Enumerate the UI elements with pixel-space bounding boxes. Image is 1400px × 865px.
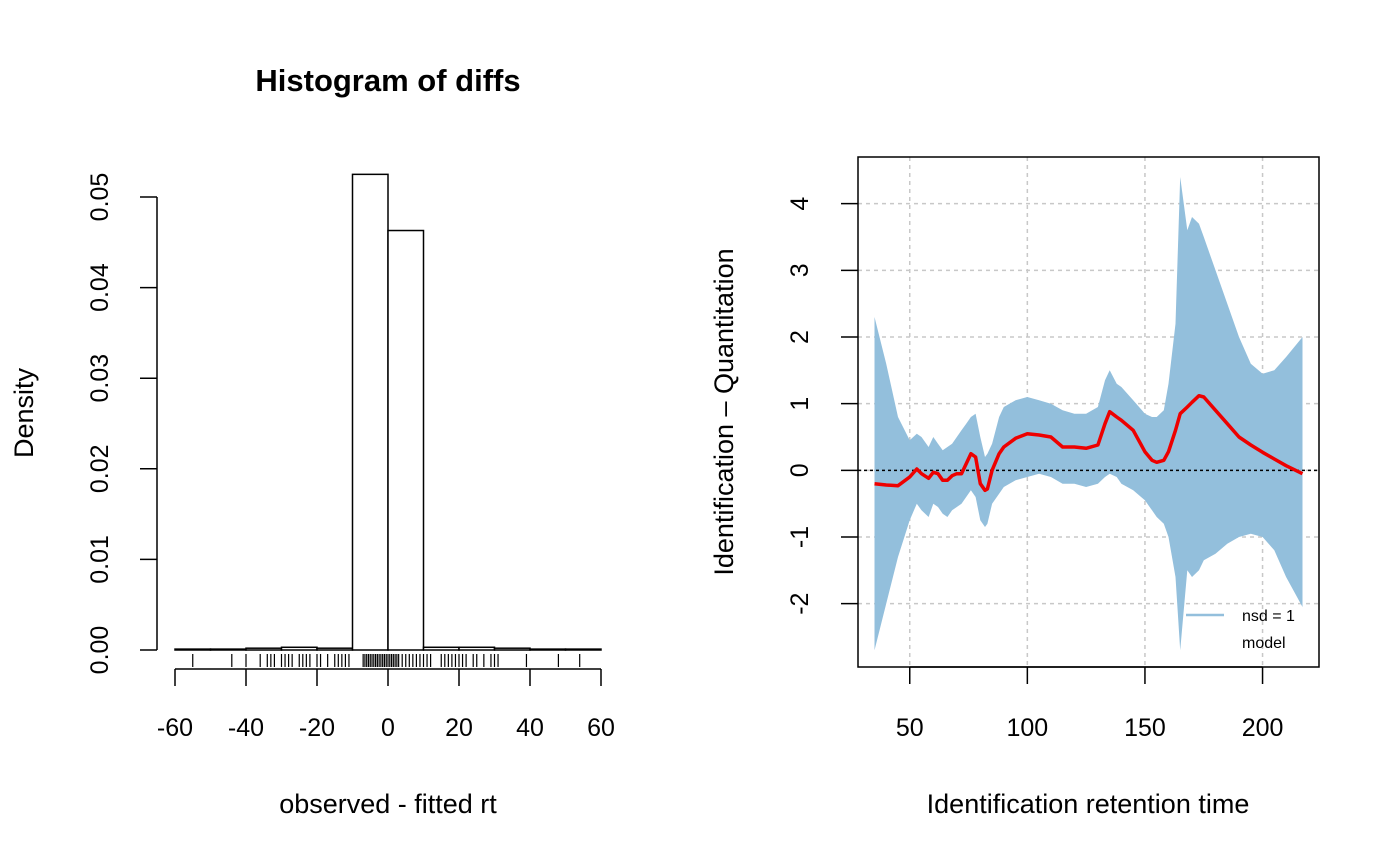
histogram-bar-4 xyxy=(316,647,354,651)
histogram-y-tick-label: 0.00 xyxy=(86,626,114,675)
histogram-bar-2 xyxy=(245,647,283,651)
rt-y-label: Identification – Quantitation xyxy=(709,248,739,575)
histogram-bar-11 xyxy=(564,648,602,651)
histogram-bar-0 xyxy=(174,648,212,651)
model-line xyxy=(874,393,1304,493)
histogram-x-tick-label: -40 xyxy=(228,714,264,742)
rt-x-axis: 50 100 150 200 xyxy=(896,666,1284,742)
histogram-bar-9 xyxy=(493,647,531,651)
rt-x-tick-label: 50 xyxy=(896,714,924,742)
histogram-bar-7 xyxy=(422,646,460,651)
histogram-y-tick-label: 0.04 xyxy=(86,263,114,312)
rt-y-tick-label: -1 xyxy=(786,526,814,548)
rt-legend: nsd = 1 model xyxy=(1186,608,1295,652)
histogram-rug xyxy=(192,654,581,667)
histogram-title: Histogram of diffs xyxy=(255,63,520,98)
histogram-x-tick-label: 20 xyxy=(445,714,473,742)
histogram-y-label: Density xyxy=(9,367,39,458)
rt-y-tick-label: -2 xyxy=(786,593,814,615)
rt-x-tick-label: 100 xyxy=(1006,714,1048,742)
histogram-bar-3 xyxy=(280,646,318,651)
rt-y-tick-label: 1 xyxy=(786,397,814,411)
rt-x-tick-label: 150 xyxy=(1124,714,1166,742)
rt-y-tick-label: 2 xyxy=(786,330,814,344)
retention-model-panel: 50 100 150 200 -2 -1 0 1 2 3 4 nsd = 1 model Iden… xyxy=(709,156,1320,819)
histogram-bar-1 xyxy=(209,648,247,651)
histogram-x-tick-label: 60 xyxy=(587,714,615,742)
histogram-y-tick-label: 0.03 xyxy=(86,354,114,403)
histogram-x-tick-label: -60 xyxy=(157,714,193,742)
histogram-y-tick-label: 0.05 xyxy=(86,173,114,222)
rt-y-axis: -2 -1 0 1 2 3 4 xyxy=(786,197,858,615)
rt-x-label: Identification retention time xyxy=(927,789,1250,819)
histogram-x-label: observed - fitted rt xyxy=(279,789,497,819)
histogram-y-tick-label: 0.02 xyxy=(86,444,114,493)
rt-y-tick-label: 0 xyxy=(786,463,814,477)
rt-y-tick-label: 3 xyxy=(786,263,814,277)
histogram-bar-10 xyxy=(529,648,567,651)
rt-x-tick-label: 200 xyxy=(1242,714,1284,742)
legend-nsd-label: nsd = 1 xyxy=(1242,608,1295,625)
histogram-panel: Histogram of diffs -60 -40 -20 0 20 40 60 0.00… xyxy=(9,63,615,819)
histogram-bar-5 xyxy=(351,173,389,651)
histogram-y-axis: 0.00 0.01 0.02 0.03 0.04 0.05 xyxy=(86,173,158,675)
nsd-band xyxy=(874,177,1303,651)
histogram-x-axis: -60 -40 -20 0 20 40 60 xyxy=(157,668,615,742)
histogram-x-tick-label: 0 xyxy=(381,714,395,742)
histogram-x-tick-label: 40 xyxy=(516,714,544,742)
rt-y-tick-label: 4 xyxy=(786,197,814,211)
histogram-bar-6 xyxy=(387,229,425,651)
histogram-bars xyxy=(174,173,602,651)
histogram-bar-8 xyxy=(458,646,496,651)
histogram-x-tick-label: -20 xyxy=(299,714,335,742)
histogram-y-tick-label: 0.01 xyxy=(86,535,114,584)
legend-model-label: model xyxy=(1242,635,1286,652)
